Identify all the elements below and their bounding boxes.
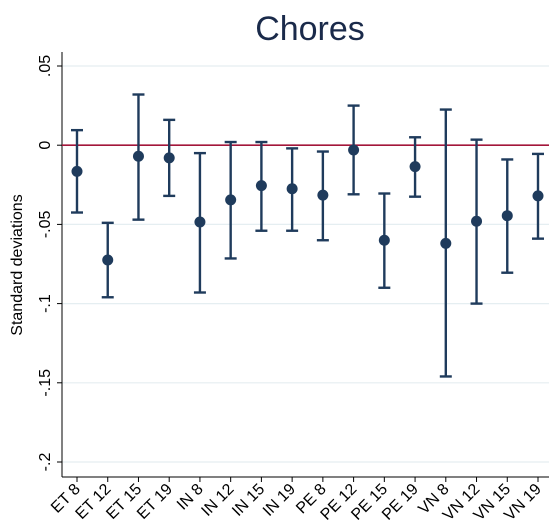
data-point [532,190,544,202]
x-tick-label: IN 19 [260,481,299,520]
y-tick-label: 0 [37,141,54,150]
chart-title: Chores [255,10,365,48]
y-tick-label: .05 [37,55,54,77]
data-point [194,216,206,228]
y-tick-label: -.1 [37,294,54,313]
data-point [378,234,390,246]
data-point [501,210,513,222]
y-tick-label: -.15 [37,369,54,397]
data-point [286,183,298,195]
y-tick-label: -.2 [37,453,54,472]
data-point [440,237,452,249]
points-layer [71,144,544,266]
data-point [71,165,83,177]
data-point [409,161,421,173]
data-point [163,152,175,164]
y-tick-labels: .05 0 -.05 -.1 -.15 -.2 [37,55,62,472]
y-axis-label: Standard deviations [9,194,26,335]
data-point [255,180,267,192]
data-point [102,254,114,266]
x-tick-label: IN 12 [198,481,237,520]
data-point [132,150,144,162]
axis-layer [61,52,549,478]
x-tick-label: IN 15 [229,481,268,520]
data-point [471,215,483,227]
data-point [348,144,360,156]
data-point [225,194,237,206]
x-tick-label: ET 19 [134,481,176,523]
y-tick-label: -.05 [37,211,54,239]
error-bars-layer [71,93,544,378]
data-point [317,189,329,201]
